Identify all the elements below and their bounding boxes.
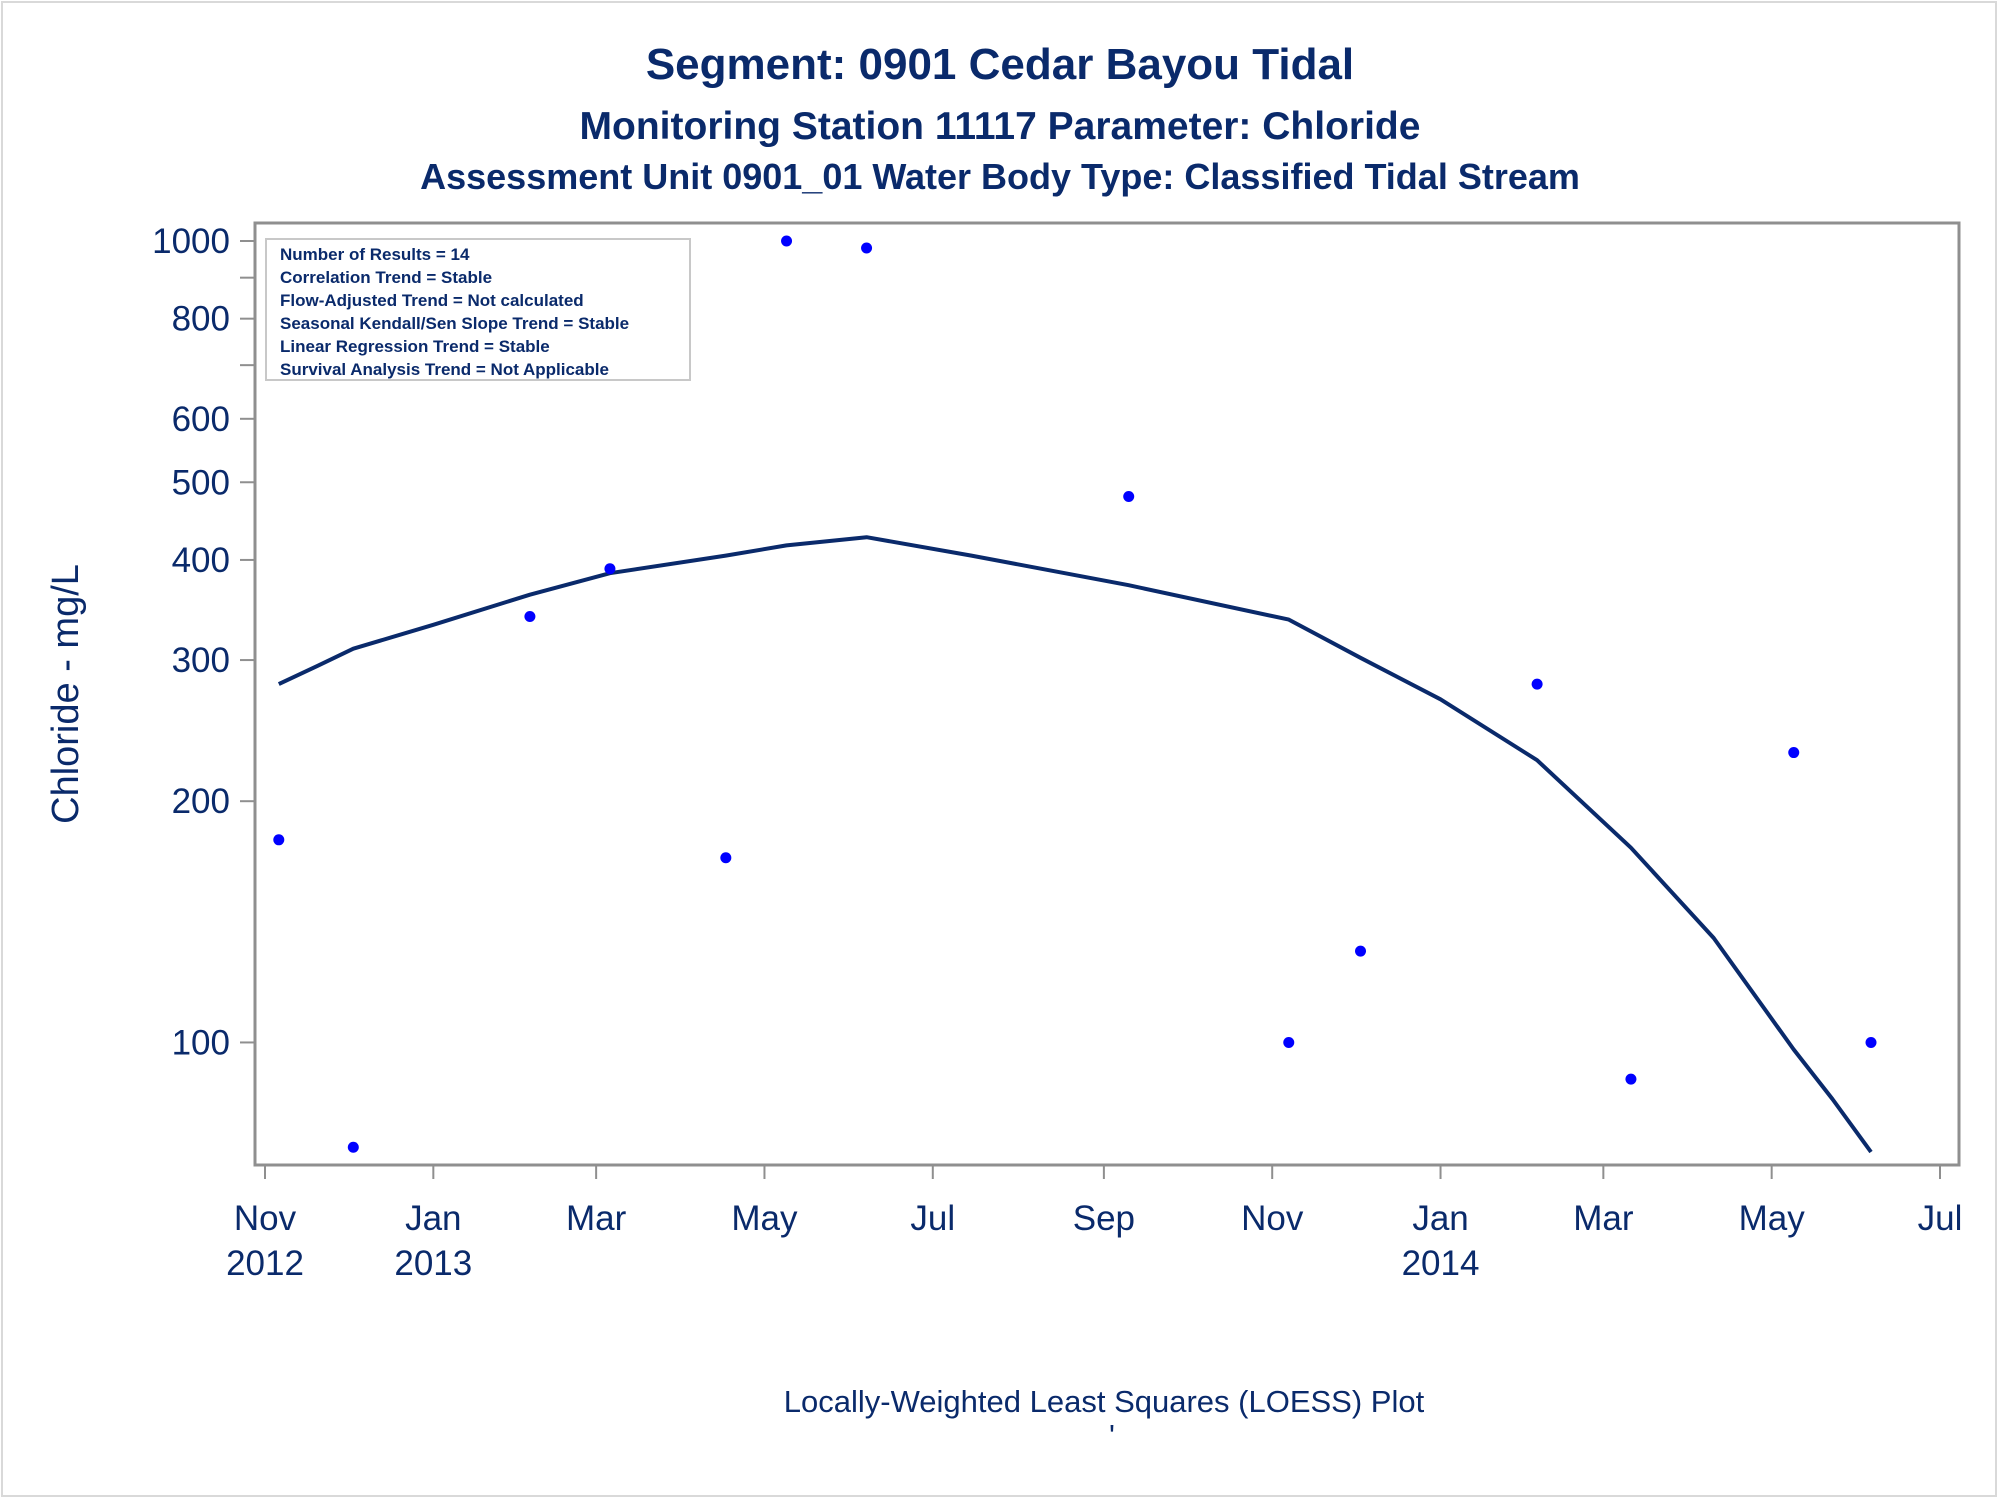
loess-series — [277, 535, 1873, 1154]
x-tick-year-label: 2012 — [226, 1244, 304, 1283]
data-point — [1123, 490, 1135, 502]
x-tick-label: Jul — [910, 1199, 955, 1238]
data-point — [720, 852, 732, 864]
x-tick-label: Mar — [566, 1199, 627, 1238]
chart-title: Segment: 0901 Cedar Bayou Tidal — [646, 40, 1354, 89]
data-point — [1283, 1036, 1295, 1048]
footnote-mark: ' — [1109, 1418, 1115, 1453]
scatter-series — [273, 235, 1877, 1153]
data-point — [1788, 747, 1800, 759]
y-tick-label: 600 — [172, 400, 230, 439]
data-point — [524, 611, 536, 623]
x-tick-label: Mar — [1573, 1199, 1634, 1238]
y-tick-label: 800 — [172, 300, 230, 339]
data-point — [347, 1141, 359, 1153]
y-axis: 100 200 300 400 500 600 800 1000 — [152, 222, 255, 1062]
data-point — [1531, 678, 1543, 690]
y-tick-label: 1000 — [152, 222, 230, 261]
chart-subtitle-2: Assessment Unit 0901_01 Water Body Type:… — [420, 156, 1580, 197]
x-tick-label: Nov — [234, 1199, 297, 1238]
stats-box-frame — [265, 238, 691, 381]
y-tick-label: 100 — [172, 1023, 230, 1062]
y-tick-label: 300 — [172, 641, 230, 680]
x-tick-label: Nov — [1241, 1199, 1304, 1238]
x-tick-label: Jan — [405, 1199, 461, 1238]
x-axis: Nov 2012 Jan 2013 Mar May Jul Sep Nov Jan 2014 Mar M… — [226, 1165, 1962, 1283]
stats-line: Survival Analysis Trend = Not Applicable — [280, 360, 609, 379]
data-point — [1355, 945, 1367, 957]
y-tick-label: 400 — [172, 541, 230, 580]
data-point — [273, 834, 285, 846]
stats-line: Flow-Adjusted Trend = Not calculated — [280, 291, 584, 310]
x-tick-year-label: 2013 — [394, 1244, 472, 1283]
x-tick-year-label: 2014 — [1402, 1244, 1480, 1283]
data-point — [1865, 1036, 1877, 1048]
x-tick-label: Sep — [1073, 1199, 1135, 1238]
x-tick-label: Jul — [1918, 1199, 1963, 1238]
stats-line: Correlation Trend = Stable — [280, 268, 492, 287]
data-point — [861, 242, 873, 254]
stats-legend: Number of Results = 14 Correlation Trend … — [265, 238, 691, 381]
x-tick-label: May — [731, 1199, 798, 1238]
x-tick-label: Jan — [1412, 1199, 1468, 1238]
stats-line: Linear Regression Trend = Stable — [280, 337, 550, 356]
chart-subtitle: Monitoring Station 11117 Parameter: Chlo… — [580, 105, 1421, 148]
y-tick-label: 200 — [172, 782, 230, 821]
chart-footnote: Locally-Weighted Least Squares (LOESS) P… — [784, 1384, 1425, 1419]
stats-line: Number of Results = 14 — [280, 245, 470, 264]
stats-line: Seasonal Kendall/Sen Slope Trend = Stabl… — [280, 314, 629, 333]
y-axis-label: Chloride - mg/L — [45, 564, 87, 824]
y-tick-label: 500 — [172, 463, 230, 502]
data-point — [781, 235, 793, 247]
loess-line — [277, 535, 1873, 1154]
x-tick-label: May — [1739, 1199, 1806, 1238]
data-point — [1625, 1073, 1637, 1085]
data-point — [604, 563, 616, 575]
